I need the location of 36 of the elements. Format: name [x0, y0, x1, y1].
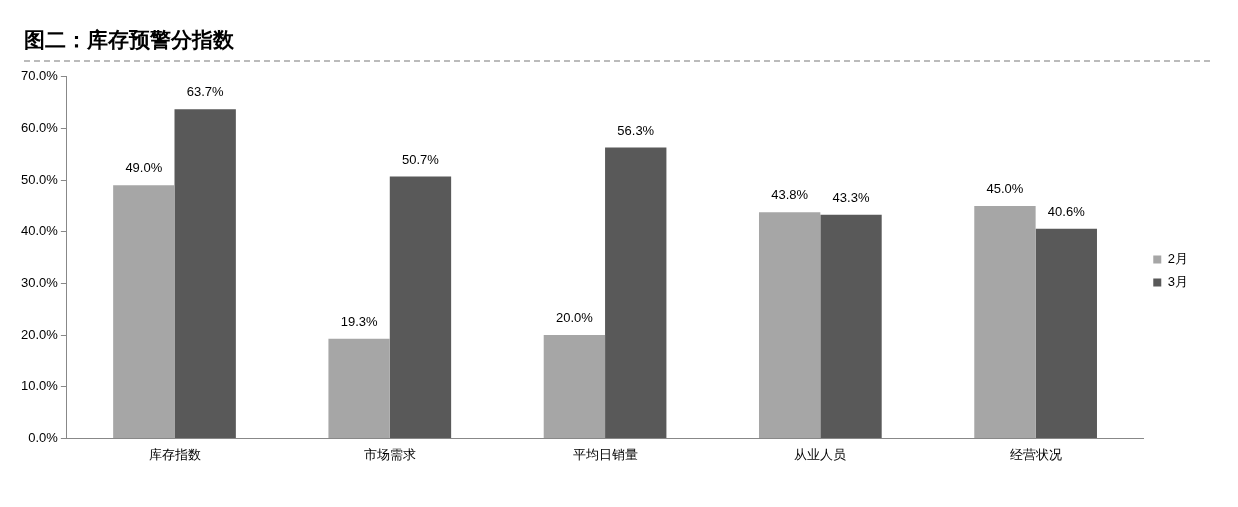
- data-label: 50.7%: [402, 151, 440, 167]
- y-tick-label: 0.0%: [28, 429, 59, 445]
- bar: [974, 205, 1036, 438]
- data-label: 40.6%: [1047, 203, 1086, 219]
- x-tick-label: 经营状况: [1009, 446, 1062, 462]
- bar: [758, 212, 821, 438]
- x-tick-label: 从业人员: [794, 446, 847, 462]
- y-tick-label: 60.0%: [20, 120, 59, 136]
- y-tick-label: 50.0%: [20, 171, 59, 187]
- y-tick-label: 10.0%: [20, 378, 59, 394]
- data-label: 43.3%: [832, 189, 870, 205]
- data-label: 19.3%: [340, 313, 378, 329]
- bar: [113, 185, 175, 438]
- chart-title: 图二：库存预警分指数: [23, 27, 235, 53]
- legend-label: 2月: [1167, 251, 1188, 267]
- y-tick-label: 70.0%: [20, 68, 59, 84]
- bar: [389, 176, 452, 438]
- data-label: 56.3%: [617, 122, 655, 138]
- y-tick-label: 40.0%: [20, 223, 59, 239]
- bar: [174, 109, 236, 438]
- x-tick-label: 库存指数: [148, 446, 201, 462]
- bar: [605, 147, 667, 438]
- x-tick-label: 市场需求: [363, 446, 416, 462]
- data-label: 43.8%: [771, 187, 809, 203]
- y-tick-label: 30.0%: [20, 275, 59, 291]
- y-tick-label: 20.0%: [20, 326, 59, 342]
- data-label: 45.0%: [986, 181, 1024, 197]
- bar: [1035, 228, 1097, 438]
- bar: [328, 338, 390, 438]
- data-label: 20.0%: [555, 310, 594, 326]
- data-label: 49.0%: [125, 160, 163, 176]
- data-label: 63.7%: [186, 84, 225, 100]
- bar: [543, 335, 606, 438]
- x-tick-label: 平均日销量: [572, 446, 638, 462]
- legend-label: 3月: [1167, 274, 1188, 290]
- bar: [820, 214, 882, 438]
